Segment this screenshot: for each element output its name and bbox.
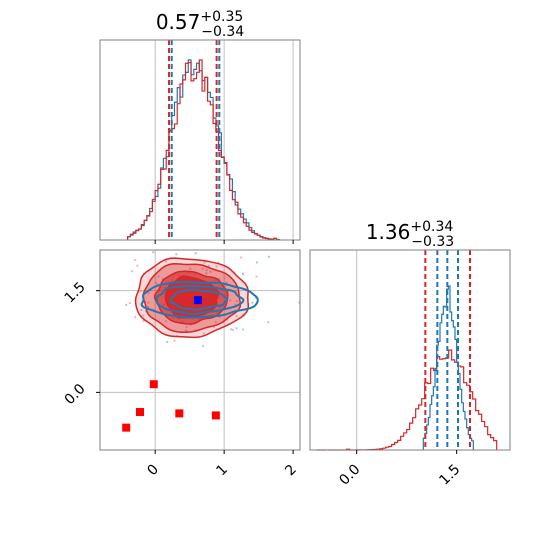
panel2d-scatter-point bbox=[207, 264, 210, 267]
panel2d-contour-series-1 bbox=[140, 280, 259, 319]
panel2d-scatter-point bbox=[241, 328, 244, 331]
panel2d-scatter-point bbox=[147, 291, 150, 294]
hist1-series-2 bbox=[126, 59, 280, 241]
hist1-series-1 bbox=[126, 59, 280, 241]
panel2d-scatter-point bbox=[92, 329, 94, 331]
panel2d-marker-red bbox=[136, 408, 144, 417]
panel2d-scatter-point bbox=[133, 316, 136, 319]
panel2d-scatter-point bbox=[234, 303, 237, 306]
panel2d-scatter-point bbox=[213, 325, 216, 328]
panel2d-scatter-point bbox=[225, 281, 228, 284]
panel2d-scatter-point bbox=[164, 320, 167, 323]
panel2d-scatter-point bbox=[218, 277, 221, 280]
hist1-frame bbox=[99, 39, 301, 241]
panel2d-frame bbox=[99, 249, 301, 451]
panel2d-scatter-point bbox=[146, 305, 149, 308]
panel2d-scatter-point bbox=[226, 318, 229, 321]
panel2d-scatter-point bbox=[267, 255, 270, 258]
panel2d-scatter-point bbox=[215, 265, 218, 268]
panel2d-scatter-point bbox=[185, 325, 188, 328]
panel2d-scatter-point bbox=[142, 320, 145, 323]
panel2d-scatter-point bbox=[136, 264, 139, 267]
panel2d-scatter-point bbox=[166, 340, 169, 343]
panel2d-marker-red bbox=[175, 241, 183, 249]
panel2d-scatter-point bbox=[161, 278, 164, 281]
panel2d-scatter-point bbox=[235, 315, 238, 318]
panel2d-scatter-point bbox=[125, 303, 128, 306]
panel2d-scatter-point bbox=[229, 328, 232, 331]
hist2-title: 1.36+0.34 −0.33 bbox=[366, 219, 454, 250]
panel2d-scatter-point bbox=[128, 302, 131, 305]
panel2d-scatter-point bbox=[134, 258, 137, 261]
panel2d-ytick-label: 0.0 bbox=[62, 381, 89, 408]
panel2d-scatter-point bbox=[140, 308, 143, 311]
panel2d-scatter-point bbox=[142, 314, 145, 317]
panel2d-scatter-point bbox=[152, 251, 155, 254]
panel2d-scatter-point bbox=[205, 269, 208, 272]
panel2d-scatter-point bbox=[251, 301, 254, 304]
panel2d-scatter-point bbox=[194, 252, 197, 255]
panel2d-scatter-point bbox=[205, 272, 208, 275]
panel2d-scatter-point bbox=[173, 339, 176, 342]
panel2d-scatter-point bbox=[227, 290, 230, 293]
panel2d-scatter-point bbox=[97, 301, 99, 303]
panel2d-scatter-point bbox=[242, 273, 245, 276]
panel2d-scatter-point bbox=[217, 261, 220, 264]
hist2-frame bbox=[309, 249, 511, 451]
panel2d-scatter-point bbox=[255, 275, 258, 278]
panel2d-scatter-point bbox=[156, 283, 159, 286]
panel2d-scatter-point bbox=[209, 270, 212, 273]
panel2d-contour-series-1 bbox=[169, 288, 229, 311]
panel2d-ytick-label: 1.5 bbox=[62, 279, 89, 306]
panel2d-scatter-point bbox=[232, 328, 235, 331]
panel2d-xtick-label: 0 bbox=[144, 462, 162, 480]
panel2d-scatter-point bbox=[189, 323, 192, 326]
hist2-series-1 bbox=[422, 285, 474, 450]
panel2d-scatter-point bbox=[147, 301, 150, 304]
panel2d-marker-red bbox=[149, 380, 158, 389]
panel2d-scatter-point bbox=[185, 329, 188, 332]
panel2d-marker-red bbox=[175, 409, 184, 418]
panel2d-scatter-point bbox=[235, 327, 238, 330]
panel2d-scatter-point bbox=[157, 275, 160, 278]
panel2d-scatter-point bbox=[214, 320, 217, 323]
panel2d-scatter-point bbox=[298, 301, 300, 304]
panel2d-scatter-point bbox=[202, 345, 205, 348]
panel2d-scatter-point bbox=[229, 299, 232, 302]
hist2-xtick-label: 0.0 bbox=[336, 462, 363, 489]
panel2d-scatter-point bbox=[240, 256, 243, 259]
panel2d-scatter-point bbox=[223, 277, 226, 280]
panel2d-marker-red bbox=[122, 423, 131, 432]
panel2d-scatter-point bbox=[235, 300, 238, 303]
panel2d-scatter-point bbox=[267, 321, 270, 324]
panel2d-scatter-point bbox=[189, 267, 192, 270]
hist2-xtick-label: 1.5 bbox=[436, 462, 463, 489]
panel2d-scatter-point bbox=[154, 281, 157, 284]
panel2d-xtick-label: 1 bbox=[213, 462, 231, 480]
panel2d-scatter-point bbox=[255, 261, 258, 264]
panel2d-scatter-point bbox=[224, 284, 227, 287]
panel2d-scatter-point bbox=[202, 332, 205, 335]
hist1-title: 0.57+0.35 −0.34 bbox=[156, 9, 244, 40]
panel2d-contour-series-1 bbox=[155, 284, 245, 316]
panel2d-scatter-point bbox=[201, 267, 204, 270]
panel2d-scatter-point bbox=[130, 270, 133, 273]
panel2d-xtick-label: 2 bbox=[282, 462, 300, 480]
panel2d-marker-blue bbox=[193, 296, 202, 305]
panel2d-scatter-point bbox=[165, 260, 168, 263]
panel2d-scatter-point bbox=[222, 321, 225, 324]
panel2d-marker-red bbox=[211, 411, 220, 420]
panel2d-scatter-point bbox=[175, 253, 178, 256]
panel2d-scatter-point bbox=[203, 261, 206, 264]
panel2d-scatter-point bbox=[139, 290, 142, 293]
panel2d-content bbox=[92, 241, 300, 432]
